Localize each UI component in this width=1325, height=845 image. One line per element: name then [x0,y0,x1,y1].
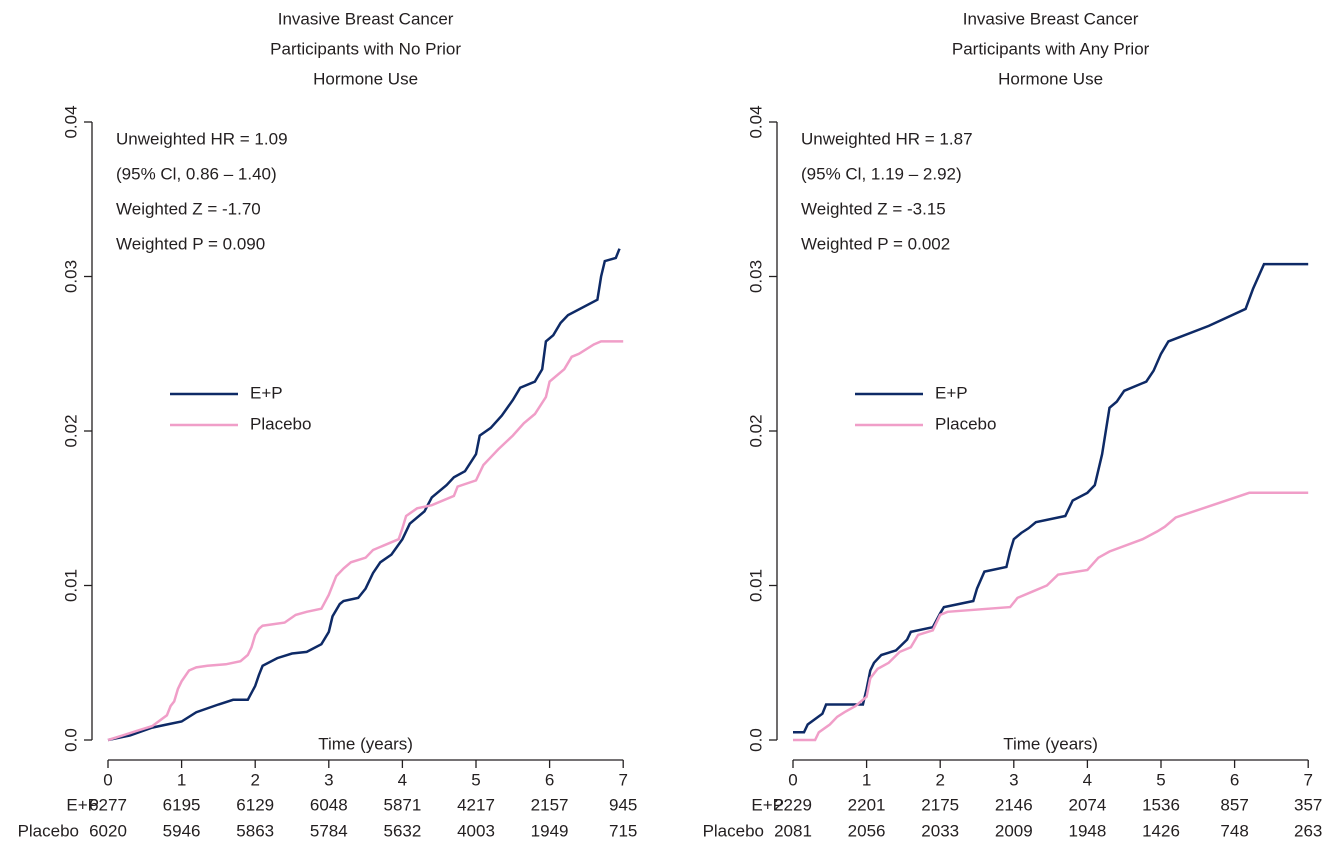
risk-value: 6048 [310,795,348,814]
risk-value: 5632 [383,821,421,840]
annotation: Weighted Z = -1.70 [116,199,261,218]
x-tick-label: 1 [862,770,871,789]
x-tick-label: 3 [1009,770,1018,789]
annotation: (95% Cl, 0.86 – 1.40) [116,164,277,183]
risk-value: 1426 [1142,821,1180,840]
annotation: Weighted Z = -3.15 [801,199,946,218]
y-tick-label: 0.03 [746,260,765,293]
annotation: Weighted P = 0.002 [801,234,950,253]
risk-row-name: Placebo [18,821,79,840]
x-tick-label: 6 [1230,770,1239,789]
x-tick-label: 6 [545,770,554,789]
x-axis-label: Time (years) [1003,734,1098,753]
risk-value: 2056 [848,821,886,840]
y-tick-label: 0.02 [746,414,765,447]
risk-value: 2201 [848,795,886,814]
risk-value: 945 [609,795,637,814]
series-line [107,340,624,742]
risk-row-name: Placebo [703,821,764,840]
y-tick-label: 0.01 [746,569,765,602]
risk-value: 5946 [163,821,201,840]
risk-value: 5871 [383,795,421,814]
y-tick-label: 0.0 [746,728,765,752]
risk-value: 2009 [995,821,1033,840]
risk-row-name: E+P [751,795,784,814]
risk-value: 2157 [531,795,569,814]
x-tick-label: 5 [1156,770,1165,789]
y-tick-label: 0.04 [746,105,765,138]
series-line [793,262,1309,734]
chart-title: Participants with Any Prior [952,39,1150,58]
risk-value: 2033 [921,821,959,840]
chart-title: Participants with No Prior [270,39,461,58]
risk-value: 6020 [89,821,127,840]
risk-value: 6277 [89,795,127,814]
chart-title: Hormone Use [998,69,1103,88]
chart-title: Hormone Use [313,69,418,88]
risk-value: 715 [609,821,637,840]
y-tick-label: 0.04 [61,105,80,138]
chart-title: Invasive Breast Cancer [963,9,1139,28]
series-line [793,491,1309,742]
x-tick-label: 0 [788,770,797,789]
annotation: Unweighted HR = 1.87 [801,129,973,148]
risk-value: 2074 [1068,795,1106,814]
risk-value: 857 [1220,795,1248,814]
risk-value: 4003 [457,821,495,840]
x-tick-label: 1 [177,770,186,789]
risk-value: 5784 [310,821,348,840]
risk-value: 2081 [774,821,812,840]
annotation: Weighted P = 0.090 [116,234,265,253]
risk-value: 6129 [236,795,274,814]
risk-value: 4217 [457,795,495,814]
x-tick-label: 4 [1083,770,1092,789]
x-tick-label: 2 [935,770,944,789]
x-tick-label: 3 [324,770,333,789]
risk-value: 6195 [163,795,201,814]
y-tick-label: 0.01 [61,569,80,602]
risk-value: 2175 [921,795,959,814]
x-tick-label: 0 [103,770,112,789]
x-tick-label: 5 [471,770,480,789]
risk-value: 2146 [995,795,1033,814]
risk-value: 1949 [531,821,569,840]
legend-label: Placebo [250,414,311,433]
annotation: (95% Cl, 1.19 – 2.92) [801,164,962,183]
series-line [107,248,621,742]
legend-label: Placebo [935,414,996,433]
chart-title: Invasive Breast Cancer [278,9,454,28]
x-axis-label: Time (years) [318,734,413,753]
y-tick-label: 0.02 [61,414,80,447]
x-tick-label: 4 [398,770,407,789]
legend-label: E+P [935,383,968,402]
annotation: Unweighted HR = 1.09 [116,129,288,148]
x-tick-label: 2 [250,770,259,789]
risk-value: 2229 [774,795,812,814]
risk-value: 748 [1220,821,1248,840]
risk-value: 357 [1294,795,1322,814]
y-tick-label: 0.0 [61,728,80,752]
y-tick-label: 0.03 [61,260,80,293]
risk-value: 263 [1294,821,1322,840]
legend-label: E+P [250,383,283,402]
risk-row-name: E+P [66,795,99,814]
risk-value: 1536 [1142,795,1180,814]
x-tick-label: 7 [618,770,627,789]
x-tick-label: 7 [1303,770,1312,789]
risk-value: 1948 [1068,821,1106,840]
risk-value: 5863 [236,821,274,840]
